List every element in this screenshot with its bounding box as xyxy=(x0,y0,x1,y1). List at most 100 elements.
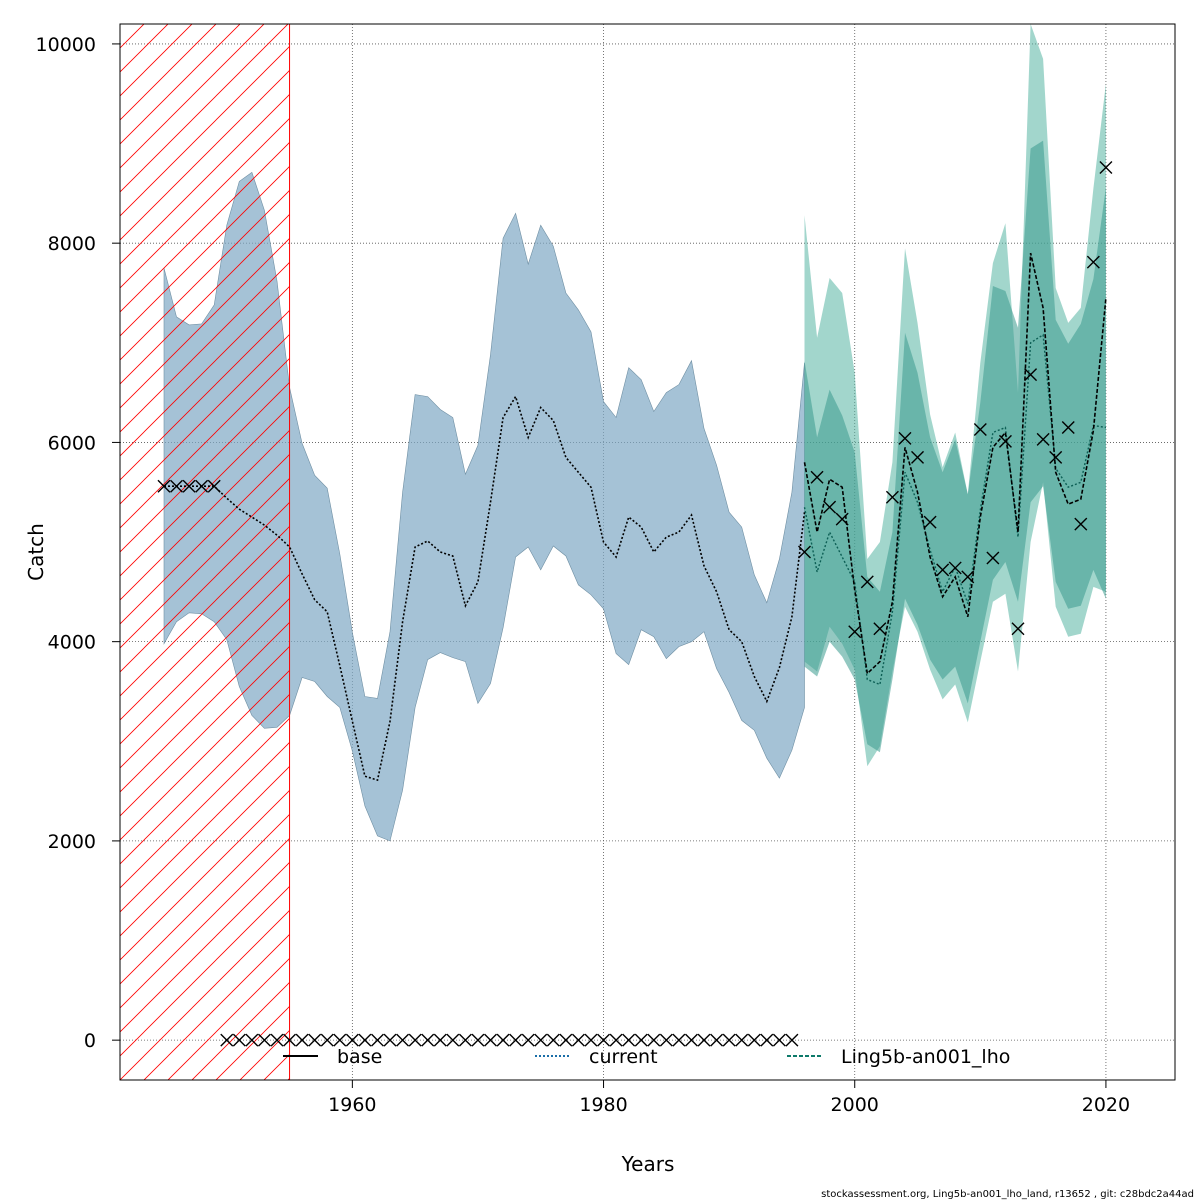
observed-point xyxy=(509,1033,523,1047)
x-tick-label: 2000 xyxy=(831,1094,879,1116)
observed-point xyxy=(797,545,811,559)
observed-point xyxy=(810,470,824,484)
observed-point xyxy=(747,1033,761,1047)
observed-point xyxy=(986,551,1000,565)
observed-point xyxy=(634,1033,648,1047)
observed-point xyxy=(1074,517,1088,531)
observed-point xyxy=(295,1033,309,1047)
observed-point xyxy=(1061,420,1075,434)
observed-point xyxy=(370,1033,384,1047)
y-tick-label: 4000 xyxy=(48,632,96,654)
x-tick-label: 1960 xyxy=(328,1094,376,1116)
observed-point xyxy=(534,1033,548,1047)
x-tick-label: 1980 xyxy=(579,1094,627,1116)
observed-point xyxy=(471,1033,485,1047)
observed-point xyxy=(923,515,937,529)
observed-point xyxy=(433,1033,447,1047)
observed-point xyxy=(735,1033,749,1047)
observed-point xyxy=(647,1033,661,1047)
y-tick-label: 2000 xyxy=(48,831,96,853)
observed-point xyxy=(207,479,221,493)
observed-point xyxy=(936,563,950,577)
observed-point xyxy=(283,1033,297,1047)
y-axis-title: Catch xyxy=(24,523,48,581)
legend-label: base xyxy=(337,1046,382,1068)
observed-point xyxy=(760,1033,774,1047)
observed-point xyxy=(835,512,849,526)
observed-point xyxy=(446,1033,460,1047)
confidence-bands xyxy=(163,24,1106,842)
observed-point xyxy=(157,479,171,493)
observed-point xyxy=(609,1033,623,1047)
observed-point xyxy=(408,1033,422,1047)
legend: base current Ling5b-an001_lho xyxy=(283,1046,1010,1068)
observed-point xyxy=(898,431,912,445)
observed-point xyxy=(358,1033,372,1047)
observed-point xyxy=(421,1033,435,1047)
observed-point xyxy=(659,1033,673,1047)
hatched-region xyxy=(119,23,291,1081)
observed-point xyxy=(559,1033,573,1047)
observed-point xyxy=(195,479,209,493)
observed-point xyxy=(973,422,987,436)
observed-point xyxy=(1024,368,1038,382)
observed-point xyxy=(458,1033,472,1047)
observed-point xyxy=(383,1033,397,1047)
observed-point xyxy=(182,479,196,493)
x-tick-label: 2020 xyxy=(1082,1094,1130,1116)
observed-point xyxy=(333,1033,347,1047)
x-axis-title: Years xyxy=(621,1152,675,1176)
observed-point xyxy=(1099,160,1113,174)
observed-point xyxy=(860,575,874,589)
observed-point xyxy=(232,1033,246,1047)
observed-point xyxy=(546,1033,560,1047)
x-axis: 1960 1980 2000 2020 xyxy=(328,1080,1130,1116)
observed-point xyxy=(245,1033,259,1047)
observed-point xyxy=(345,1033,359,1047)
observed-point xyxy=(684,1033,698,1047)
observed-point xyxy=(584,1033,598,1047)
observed-point xyxy=(873,622,887,636)
observed-markers xyxy=(157,160,1113,1047)
y-tick-label: 10000 xyxy=(36,34,96,56)
observed-point xyxy=(697,1033,711,1047)
observed-point xyxy=(672,1033,686,1047)
observed-point xyxy=(961,570,975,584)
ling-line xyxy=(803,252,1107,676)
observed-point xyxy=(885,490,899,504)
observed-point xyxy=(396,1033,410,1047)
observed-point xyxy=(710,1033,724,1047)
ling-ci-band-inner xyxy=(804,140,1106,753)
observed-point xyxy=(257,1033,271,1047)
observed-point xyxy=(911,450,925,464)
series-lines xyxy=(164,252,1107,782)
observed-point xyxy=(1049,450,1063,464)
observed-point xyxy=(848,625,862,639)
observed-point xyxy=(722,1033,736,1047)
observed-point xyxy=(772,1033,786,1047)
observed-point xyxy=(948,561,962,575)
observed-point xyxy=(1036,432,1050,446)
legend-label: Ling5b-an001_lho xyxy=(841,1046,1010,1068)
observed-point xyxy=(998,434,1012,448)
observed-point xyxy=(622,1033,636,1047)
observed-point xyxy=(521,1033,535,1047)
plot-frame xyxy=(119,23,1176,1081)
footer-credit: stockassessment.org, Ling5b-an001_lho_la… xyxy=(821,1189,1194,1200)
observed-point xyxy=(597,1033,611,1047)
observed-point xyxy=(320,1033,334,1047)
observed-point xyxy=(785,1033,799,1047)
observed-point xyxy=(308,1033,322,1047)
y-axis: 0 2000 4000 6000 8000 10000 xyxy=(36,34,120,1052)
observed-point xyxy=(170,479,184,493)
current-ci-band xyxy=(163,171,805,842)
legend-label: current xyxy=(589,1046,658,1068)
y-tick-label: 0 xyxy=(84,1030,96,1052)
observed-point xyxy=(270,1033,284,1047)
observed-point xyxy=(484,1033,498,1047)
observed-point xyxy=(571,1033,585,1047)
hatched-area xyxy=(119,23,291,1081)
y-tick-label: 8000 xyxy=(48,233,96,255)
y-tick-label: 6000 xyxy=(48,432,96,454)
